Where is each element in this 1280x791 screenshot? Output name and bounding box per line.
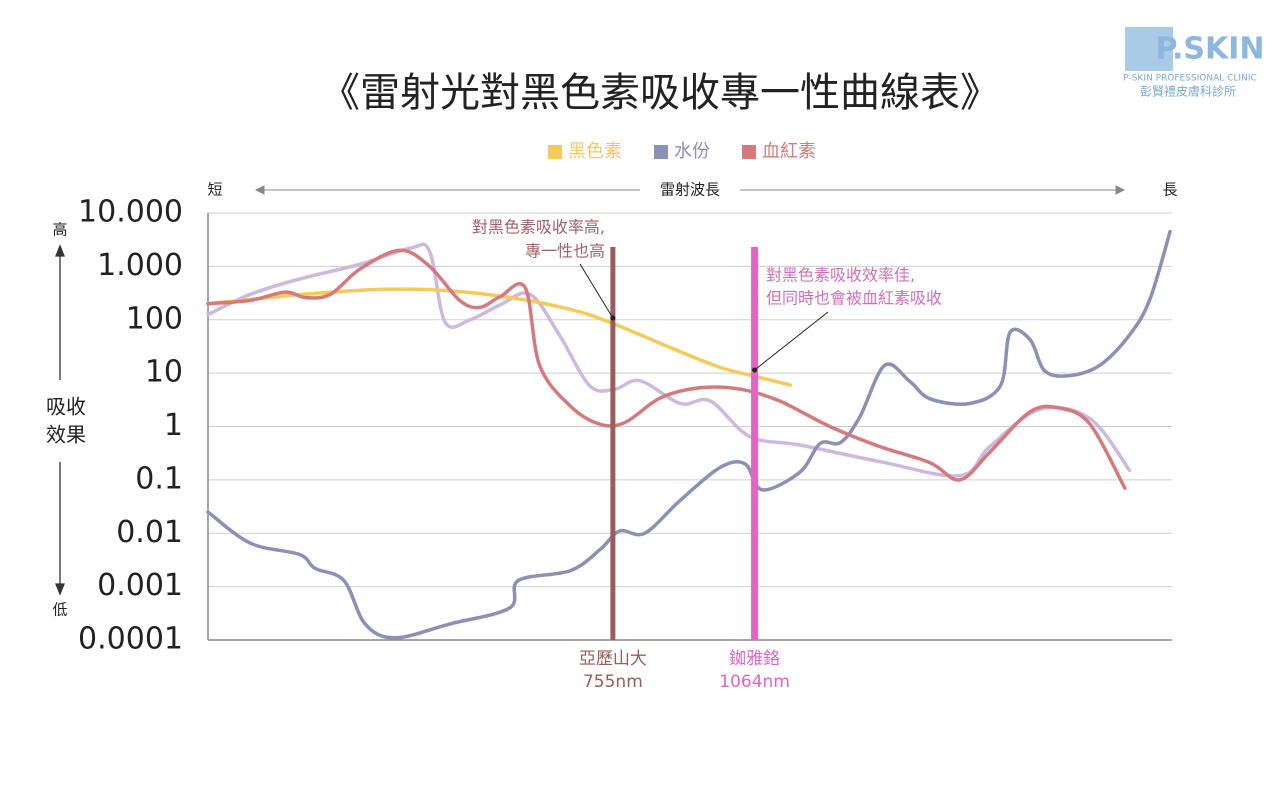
logo: P.SKIN P-SKIN PROFESSIONAL CLINIC 彭賢禮皮膚科… — [1123, 27, 1265, 99]
arrow-head — [55, 583, 65, 596]
legend-swatch — [654, 145, 668, 159]
annotation-pointer — [579, 263, 614, 319]
legend-label: 血紅素 — [762, 141, 816, 162]
y-tick-label: 1 — [164, 408, 183, 443]
arrow-head — [254, 185, 265, 195]
annotation-dot — [752, 367, 758, 373]
chart-title: 《雷射光對黑色素吸收專一性曲線表》 — [320, 70, 1000, 116]
logo-tagline: P-SKIN PROFESSIONAL CLINIC — [1123, 74, 1257, 84]
series-line — [206, 248, 1127, 490]
annotation-text: 專一性也高 — [525, 242, 605, 261]
series-line — [206, 229, 1172, 640]
y-tick-label: 0.0001 — [78, 622, 183, 657]
marker-label: 亞歷山大 — [579, 649, 647, 669]
y-tick-label: 10 — [145, 355, 183, 390]
y-direction-arrow — [55, 244, 65, 596]
y-tick-label: 10.000 — [78, 195, 183, 230]
x-start-label: 短 — [207, 181, 222, 199]
arrow-head — [1115, 185, 1126, 195]
y-tick-label: 0.1 — [135, 461, 183, 496]
logo-name: P.SKIN — [1156, 32, 1265, 67]
y-top-label: 高 — [52, 221, 67, 239]
annotation-text: 對黑色素吸收率高, — [472, 218, 605, 237]
legend-swatch — [548, 145, 562, 159]
annotation-text: 對黑色素吸收效率佳, — [766, 266, 915, 285]
y-axis-label: 吸收 — [46, 395, 86, 419]
legend-label: 水份 — [674, 141, 710, 162]
logo-clinic: 彭賢禮皮膚科診所 — [1140, 84, 1236, 99]
logo-mark — [1125, 27, 1173, 71]
series-line — [206, 242, 1132, 478]
annotation-pointer — [754, 311, 829, 371]
annotation-dot — [610, 315, 616, 321]
y-tick-label: 100 — [126, 301, 183, 336]
annotation-text: 但同時也會被血紅素吸收 — [766, 289, 942, 308]
y-tick-label: 1.000 — [97, 248, 183, 283]
legend-label: 黑色素 — [568, 141, 622, 162]
y-tick-label: 0.001 — [97, 568, 183, 603]
marker-label: 銣雅鉻 — [729, 649, 780, 669]
marker-sublabel: 1064nm — [719, 672, 790, 692]
y-bottom-label: 低 — [52, 601, 67, 619]
marker-sublabel: 755nm — [583, 672, 643, 692]
x-end-label: 長 — [1162, 181, 1177, 199]
x-direction-arrow — [254, 185, 1126, 195]
arrow-head — [55, 244, 65, 257]
legend-swatch — [742, 145, 756, 159]
series-line — [206, 287, 793, 387]
y-tick-label: 0.01 — [116, 515, 183, 550]
x-axis-label: 雷射波長 — [660, 181, 720, 199]
y-axis-label: 效果 — [46, 423, 86, 447]
